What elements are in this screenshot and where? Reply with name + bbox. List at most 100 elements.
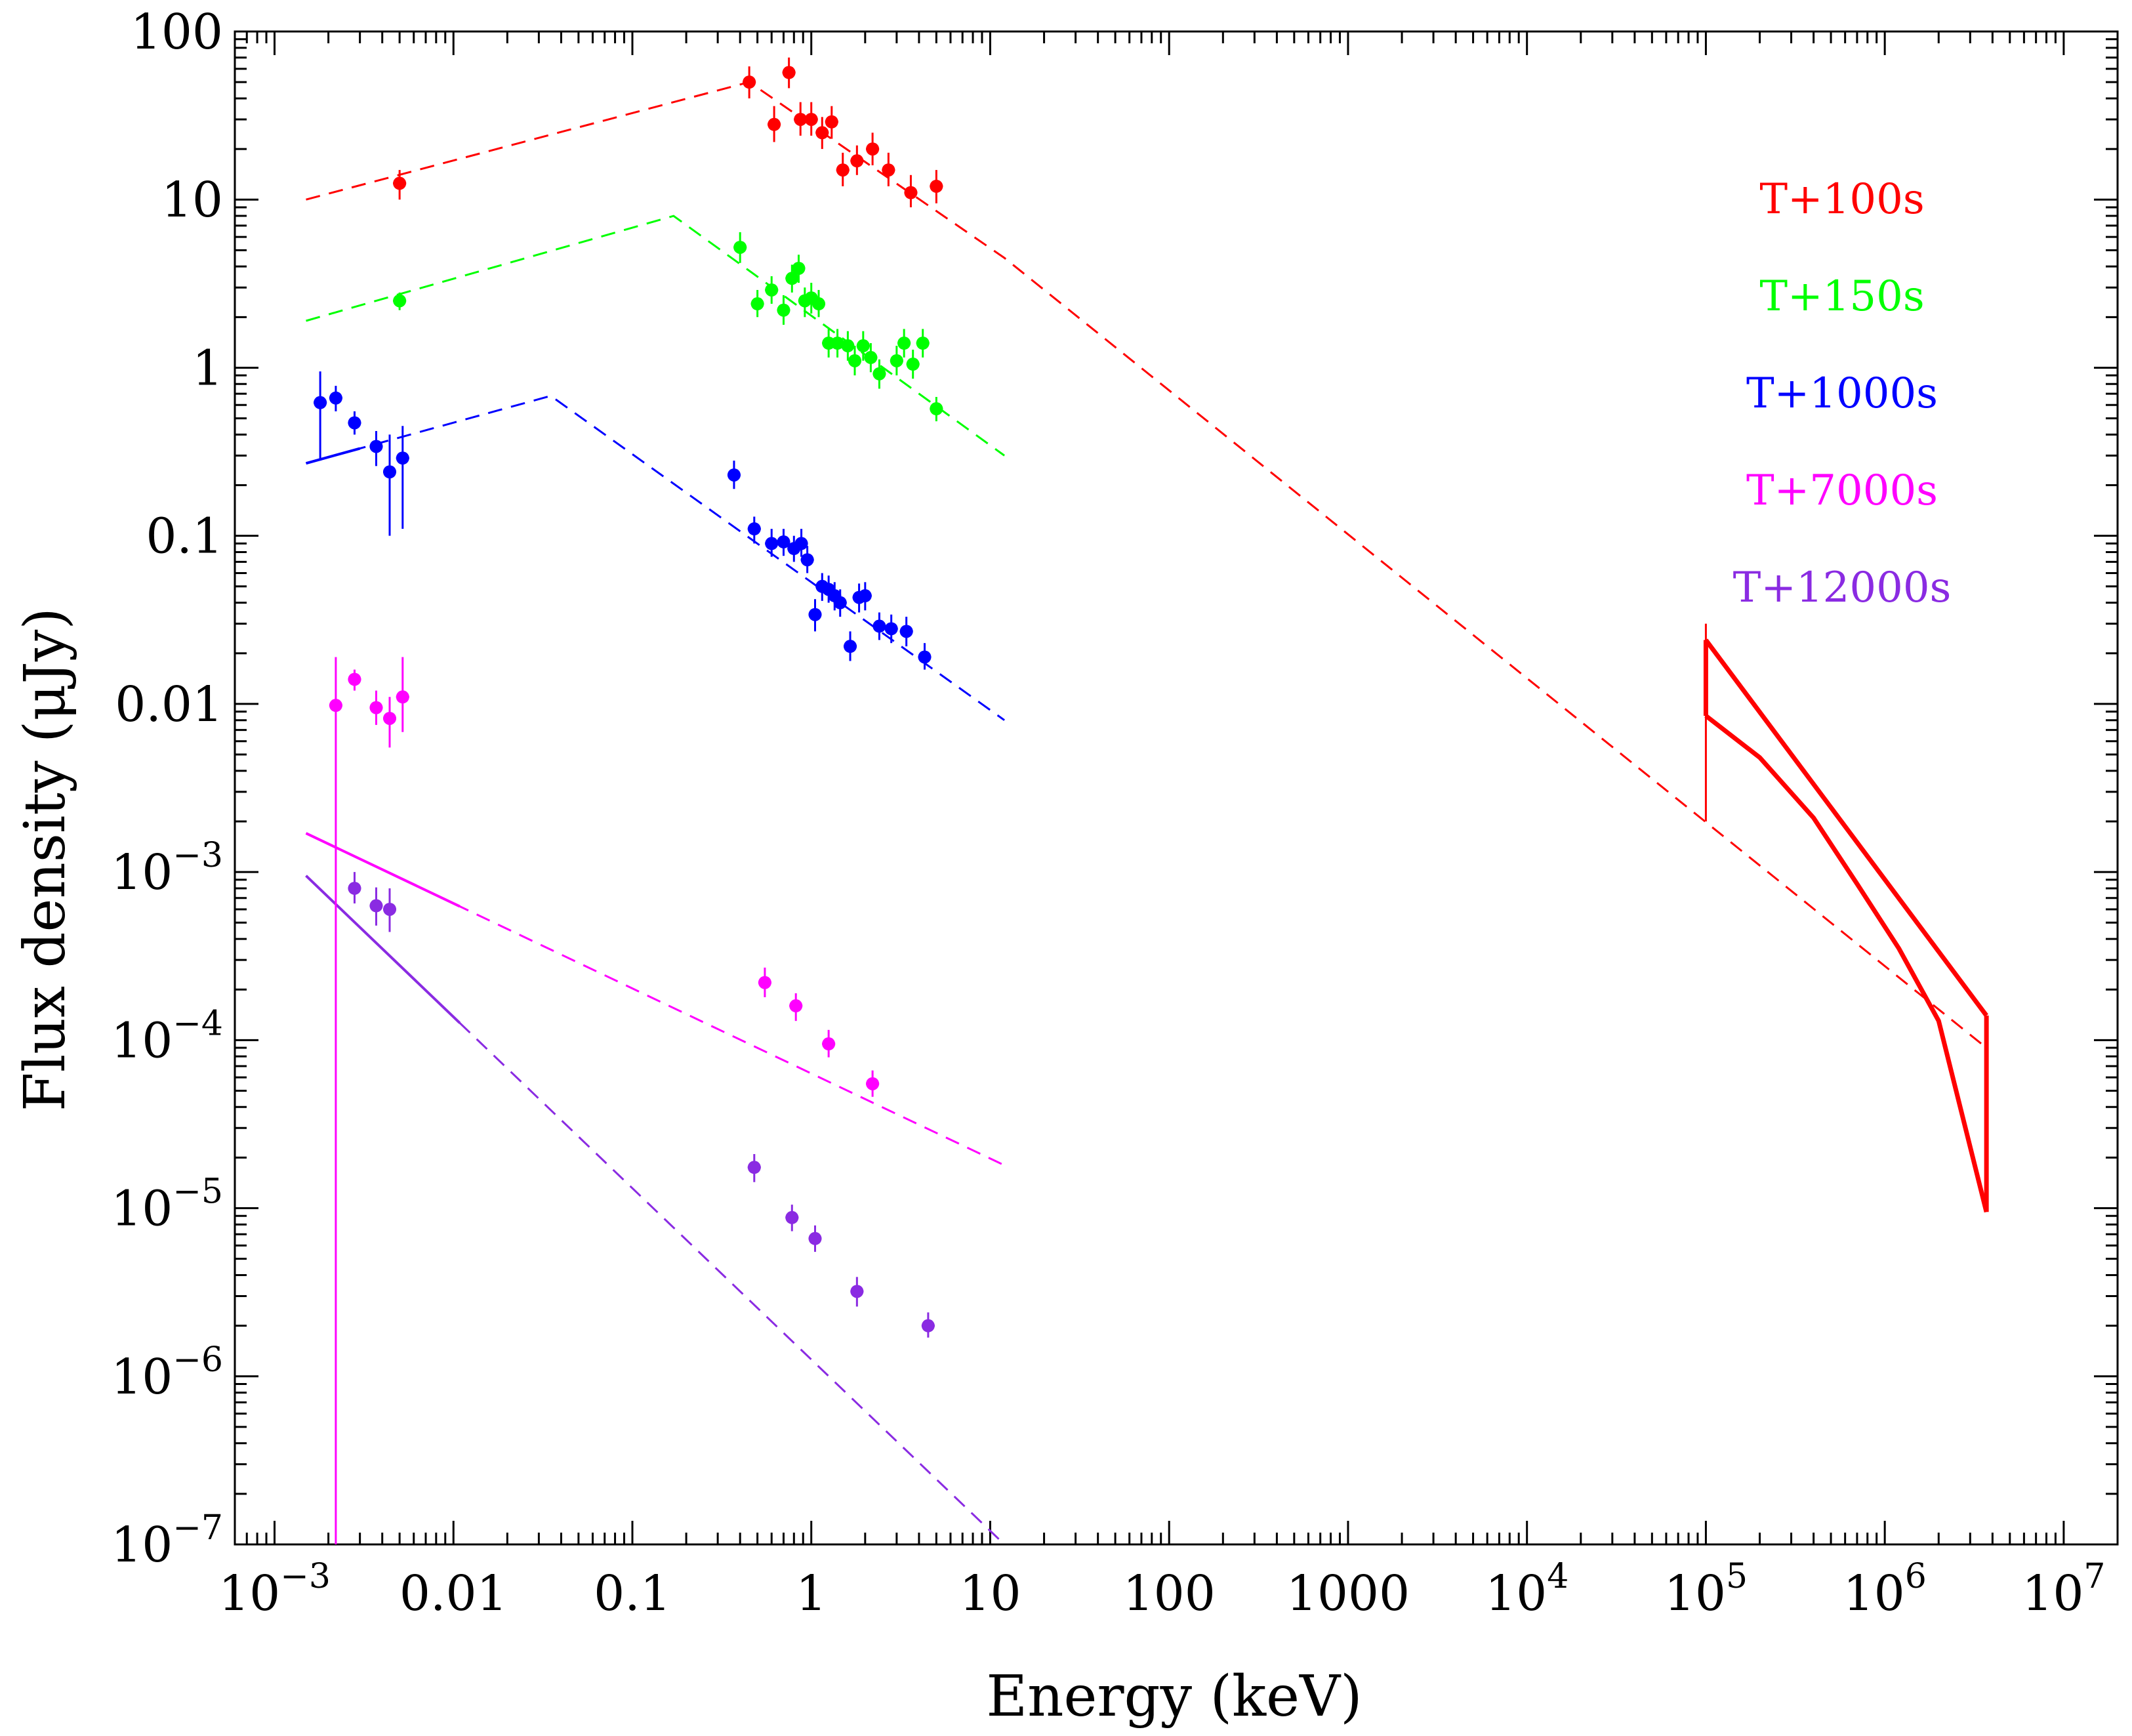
data-point <box>768 106 781 142</box>
point-marker <box>329 699 342 713</box>
point-marker <box>750 297 764 311</box>
data-point <box>916 329 930 358</box>
point-marker <box>747 1161 761 1174</box>
model-segment <box>306 447 361 465</box>
x-tick-label: 106 <box>1843 1557 1927 1622</box>
point-marker <box>872 367 886 381</box>
data-point <box>393 170 407 200</box>
data-point <box>383 888 397 932</box>
data-point <box>930 397 943 422</box>
point-marker <box>369 899 383 913</box>
model-line <box>306 81 1988 1049</box>
point-marker <box>858 589 872 603</box>
point-marker <box>369 440 383 453</box>
x-axis-title: Energy (keV) <box>986 1664 1362 1729</box>
data-point <box>866 1070 880 1097</box>
point-marker <box>777 535 790 548</box>
bowtie-upper-edge <box>1704 638 1988 1017</box>
y-tick-label: 10−3 <box>111 836 223 901</box>
point-marker <box>789 999 803 1013</box>
point-marker <box>815 126 829 140</box>
y-tick-label: 10 <box>161 172 223 228</box>
point-marker <box>848 354 862 367</box>
y-axis-title: Flux density (μJy) <box>12 608 78 1111</box>
point-marker <box>383 902 397 916</box>
point-marker <box>906 358 920 371</box>
plot-frame <box>234 30 2119 1546</box>
y-tick-label: 0.01 <box>115 676 223 733</box>
point-marker <box>777 303 790 317</box>
data-point <box>872 612 886 640</box>
data-point <box>872 359 886 389</box>
data-point <box>906 349 920 379</box>
data-point <box>890 346 903 376</box>
point-marker <box>329 391 342 405</box>
x-tick-label: 0.1 <box>594 1565 671 1622</box>
data-point <box>765 529 779 557</box>
data-point <box>348 411 361 435</box>
bowtie-lower-edge <box>1704 714 1989 1213</box>
data-point <box>815 117 829 150</box>
point-marker <box>916 337 930 350</box>
point-marker <box>765 537 779 550</box>
point-marker <box>904 186 918 199</box>
data-point <box>777 295 790 325</box>
data-point <box>348 872 361 904</box>
data-point <box>882 152 895 186</box>
data-point <box>850 145 864 175</box>
data-point <box>747 1153 761 1182</box>
data-point <box>777 529 790 556</box>
data-point <box>830 329 844 358</box>
point-marker <box>918 650 932 664</box>
point-marker <box>872 619 886 633</box>
model-segment <box>305 832 461 908</box>
y-tick-label: 10−6 <box>111 1340 223 1405</box>
point-marker <box>768 117 781 131</box>
data-point <box>794 529 808 557</box>
data-point <box>383 697 397 748</box>
data-point <box>904 175 918 207</box>
x-tick-label: 1000 <box>1286 1565 1410 1622</box>
model-segment <box>305 875 461 1024</box>
y-tick-label: 0.1 <box>146 508 223 565</box>
data-point <box>785 264 799 293</box>
data-point <box>758 967 771 997</box>
point-marker <box>808 608 822 621</box>
point-marker <box>890 354 903 367</box>
axes-frame <box>234 30 2119 1546</box>
y-tick-label: 10−4 <box>111 1004 223 1069</box>
data-point <box>396 657 409 732</box>
point-marker <box>794 112 808 126</box>
legend-entry: T+150s <box>1759 272 1924 321</box>
data-point <box>792 255 806 283</box>
data-point <box>850 1277 864 1307</box>
data-point <box>918 643 932 670</box>
data-point <box>733 232 747 263</box>
point-marker <box>785 272 799 285</box>
data-point <box>369 690 383 725</box>
data-point <box>921 1312 935 1338</box>
point-marker <box>393 176 407 190</box>
point-marker <box>850 154 864 168</box>
data-point <box>329 657 342 1544</box>
data-point <box>369 430 383 466</box>
data-point <box>789 993 803 1022</box>
x-tick-label: 10−3 <box>218 1557 331 1622</box>
axis-ticks: 10−3 0.01 0.1 1 10 100 1000 104 105 106 10710−710−… <box>111 4 2119 1622</box>
data-point <box>930 170 943 203</box>
point-marker <box>864 350 878 364</box>
point-marker <box>812 297 826 311</box>
point-marker <box>808 1231 822 1245</box>
data-point <box>750 289 764 318</box>
point-marker <box>314 396 327 409</box>
point-marker <box>822 1037 836 1051</box>
data-point <box>812 289 826 318</box>
data-points <box>314 57 943 1544</box>
data-point <box>858 582 872 611</box>
x-tick-label: 0.01 <box>400 1565 508 1622</box>
x-tick-label: 100 <box>1123 1565 1216 1622</box>
point-marker <box>884 622 898 636</box>
data-point <box>348 669 361 691</box>
point-marker <box>836 163 850 177</box>
